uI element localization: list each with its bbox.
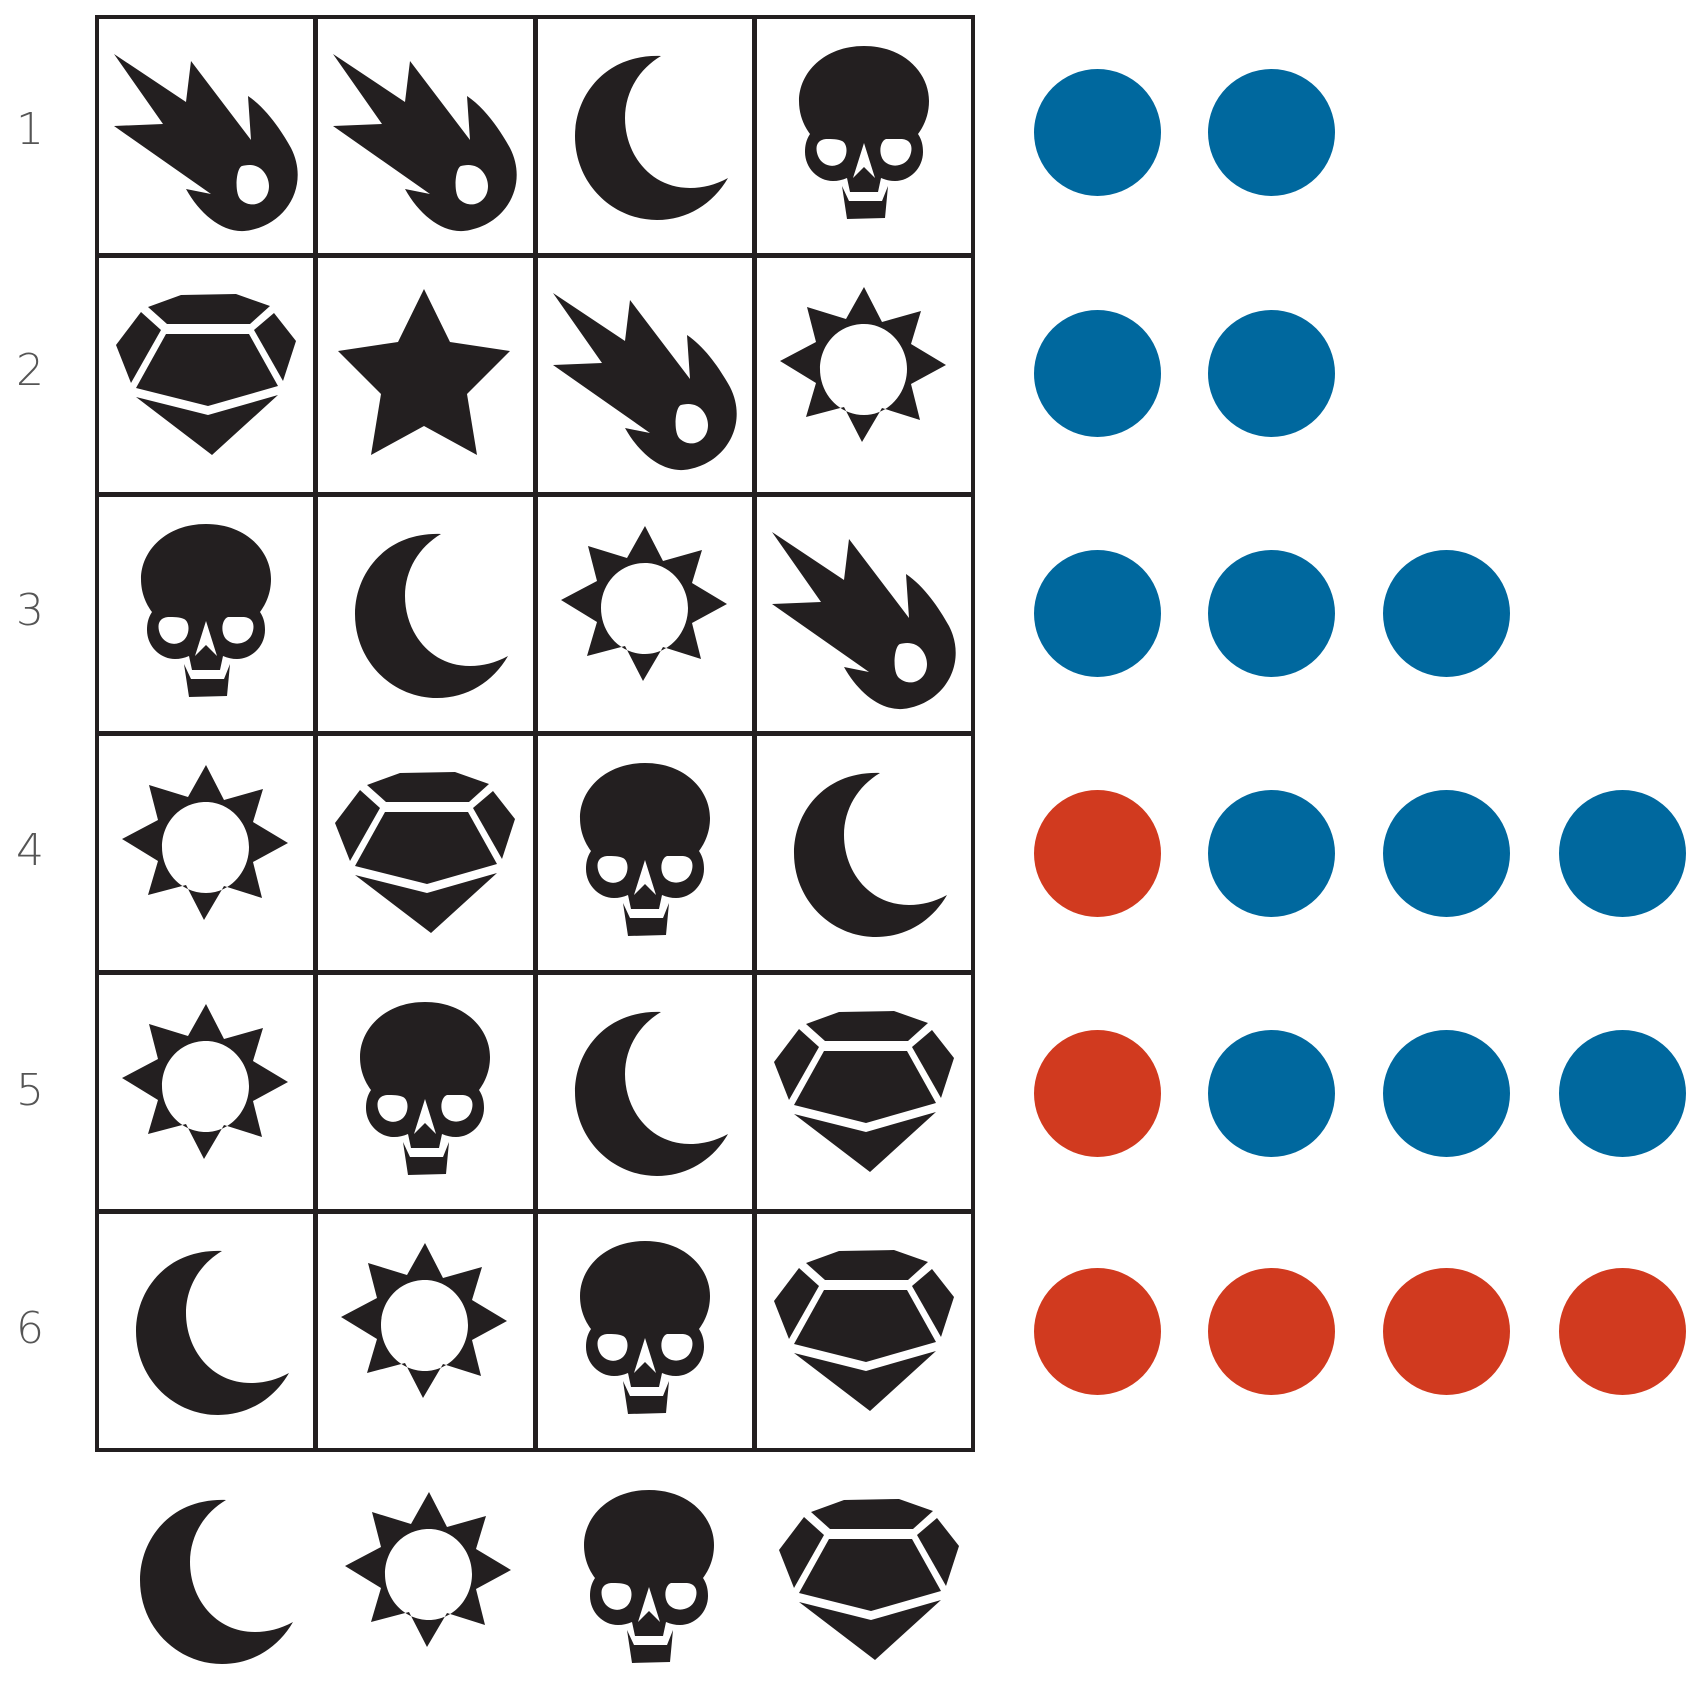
moon-icon xyxy=(545,36,745,236)
board-cell[interactable] xyxy=(537,736,752,970)
blue-feedback-peg xyxy=(1208,310,1335,437)
guess-board xyxy=(95,15,975,1452)
moon-icon xyxy=(764,753,964,953)
board-cell[interactable] xyxy=(318,19,533,253)
board-cell[interactable] xyxy=(537,975,752,1209)
gem-icon xyxy=(106,275,306,475)
skull-icon xyxy=(764,36,964,236)
blue-feedback-peg xyxy=(1559,790,1686,917)
red-feedback-peg xyxy=(1559,1268,1686,1395)
sun-icon xyxy=(545,514,745,714)
board-cell[interactable] xyxy=(99,975,314,1209)
board-cell[interactable] xyxy=(537,19,752,253)
moon-icon xyxy=(325,514,525,714)
gem-icon xyxy=(325,753,525,953)
board-cell[interactable] xyxy=(756,497,971,731)
sun-icon xyxy=(764,275,964,475)
blue-feedback-peg xyxy=(1208,550,1335,677)
board-cell[interactable] xyxy=(756,975,971,1209)
answer-slot xyxy=(539,1480,759,1680)
blue-feedback-peg xyxy=(1208,1030,1335,1157)
skull-icon xyxy=(545,1231,745,1431)
board-cell[interactable] xyxy=(99,19,314,253)
blue-feedback-peg xyxy=(1034,550,1161,677)
gem-icon xyxy=(764,992,964,1192)
board-cell[interactable] xyxy=(99,497,314,731)
board-cell[interactable] xyxy=(318,258,533,492)
comet-icon xyxy=(325,36,525,236)
blue-feedback-peg xyxy=(1383,550,1510,677)
blue-feedback-peg xyxy=(1383,790,1510,917)
blue-feedback-peg xyxy=(1034,310,1161,437)
skull-icon xyxy=(545,753,745,953)
answer-slot xyxy=(319,1480,539,1680)
board-cell[interactable] xyxy=(756,736,971,970)
board-cell[interactable] xyxy=(756,19,971,253)
board-cell[interactable] xyxy=(537,1214,752,1448)
blue-feedback-peg xyxy=(1559,1030,1686,1157)
board-cell[interactable] xyxy=(537,258,752,492)
comet-icon xyxy=(545,275,745,475)
board-cell[interactable] xyxy=(99,736,314,970)
red-feedback-peg xyxy=(1208,1268,1335,1395)
row-label: 1 xyxy=(16,104,44,155)
sun-icon xyxy=(106,992,306,1192)
red-feedback-peg xyxy=(1034,1268,1161,1395)
board-cell[interactable] xyxy=(99,258,314,492)
moon-icon xyxy=(106,1231,306,1431)
skull-icon xyxy=(106,514,306,714)
red-feedback-peg xyxy=(1034,790,1161,917)
board-cell[interactable] xyxy=(318,736,533,970)
row-label: 3 xyxy=(16,585,44,636)
board-cell[interactable] xyxy=(99,1214,314,1448)
board-cell[interactable] xyxy=(756,258,971,492)
blue-feedback-peg xyxy=(1208,69,1335,196)
answer-slot xyxy=(759,1480,979,1680)
board-cell[interactable] xyxy=(756,1214,971,1448)
sun-icon xyxy=(329,1480,529,1680)
board-cell[interactable] xyxy=(318,975,533,1209)
row-label: 6 xyxy=(16,1303,44,1354)
board-cell[interactable] xyxy=(537,497,752,731)
skull-icon xyxy=(549,1480,749,1680)
answer-slot xyxy=(100,1480,320,1680)
gem-icon xyxy=(769,1480,969,1680)
red-feedback-peg xyxy=(1034,1030,1161,1157)
blue-feedback-peg xyxy=(1034,69,1161,196)
sun-icon xyxy=(106,753,306,953)
board-cell[interactable] xyxy=(318,1214,533,1448)
star-icon xyxy=(325,275,525,475)
moon-icon xyxy=(545,992,745,1192)
blue-feedback-peg xyxy=(1383,1030,1510,1157)
moon-icon xyxy=(110,1480,310,1680)
comet-icon xyxy=(106,36,306,236)
gem-icon xyxy=(764,1231,964,1431)
comet-icon xyxy=(764,514,964,714)
row-label: 5 xyxy=(16,1065,44,1116)
red-feedback-peg xyxy=(1383,1268,1510,1395)
row-label: 4 xyxy=(16,825,44,876)
row-label: 2 xyxy=(16,345,44,396)
sun-icon xyxy=(325,1231,525,1431)
board-cell[interactable] xyxy=(318,497,533,731)
skull-icon xyxy=(325,992,525,1192)
blue-feedback-peg xyxy=(1208,790,1335,917)
